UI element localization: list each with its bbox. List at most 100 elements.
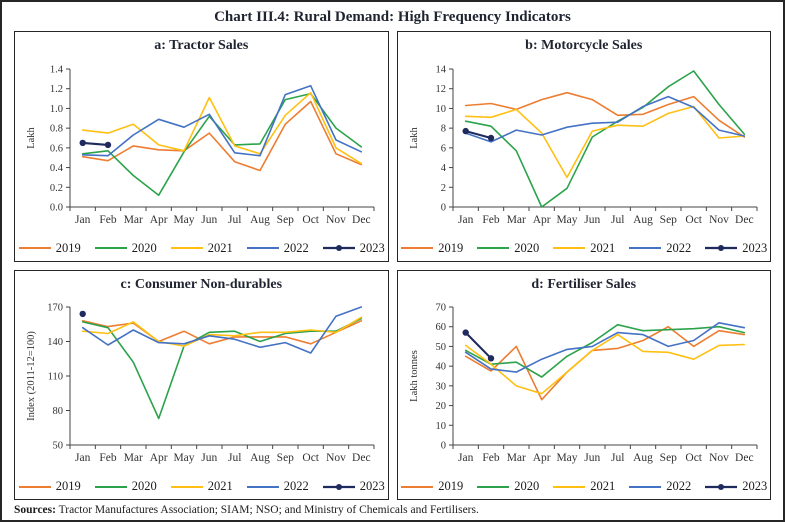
panel-b-motorcycle-sales: b: Motorcycle Sales 0 2 4 6 8 10 12 14 Jan Feb Mar…: [396, 31, 771, 262]
x-tick-label: Sep: [659, 214, 677, 226]
legend-line-swatch: [401, 247, 434, 249]
legend-item-2021: 2021: [552, 479, 615, 494]
legend-line-swatch: [401, 485, 434, 488]
legend-line-swatch: [705, 483, 738, 490]
x-tick-label: Jul: [228, 214, 241, 226]
y-tick-label: 20: [435, 401, 446, 412]
x-tick-label: Feb: [482, 452, 500, 464]
y-tick-label: 10: [435, 421, 446, 432]
series-2023-line: [81, 141, 110, 146]
y-tick-label: 110: [48, 372, 63, 383]
series-2023-point: [462, 329, 469, 337]
series-2022-line: [82, 306, 363, 355]
series-2019-line: [82, 100, 363, 172]
y-tick-label: 30: [435, 382, 446, 393]
x-tick-label: Jan: [75, 452, 91, 464]
legend-line-swatch: [705, 245, 738, 251]
legend-label: 2022: [666, 479, 692, 493]
y-tick-label: 0.4: [50, 163, 64, 174]
x-tick-label: Mar: [124, 214, 143, 226]
legend-item-2022: 2022: [246, 241, 309, 256]
legend-item-2019: 2019: [18, 479, 81, 494]
x-tick-label: Sep: [277, 452, 295, 464]
series-2022-line: [464, 322, 745, 374]
legend-line-swatch: [477, 485, 510, 488]
series-2021-line: [464, 334, 745, 395]
x-tick-label: Nov: [709, 452, 729, 464]
y-tick-label: 12: [435, 84, 446, 95]
x-tick-label: Apr: [150, 214, 168, 226]
y-tick-label: 170: [48, 303, 64, 314]
legend-line-swatch: [170, 247, 203, 249]
x-tick-label: Jul: [611, 214, 624, 226]
series-2019-line: [464, 91, 745, 138]
x-tick-label: Jul: [611, 452, 624, 464]
panels-grid: a: Tractor Sales 0.0 0.2 0.4 0.6 0.8 1.0 1.2 1.…: [14, 31, 771, 500]
legend-item-2019: 2019: [400, 241, 463, 256]
x-tick-label: Aug: [633, 214, 653, 226]
x-tick-label: Jun: [202, 214, 218, 226]
series-2023-point: [79, 310, 87, 318]
y-tick-label: 2: [441, 183, 446, 194]
y-tick-label: 0.2: [50, 183, 63, 194]
legend-label: 2019: [438, 479, 464, 493]
x-tick-label: Sep: [659, 452, 677, 464]
legend-line-swatch: [18, 485, 51, 488]
series-2021-line: [82, 91, 363, 165]
x-tick-label: Feb: [482, 214, 500, 226]
legend-line-swatch: [629, 485, 662, 488]
fertiliser-sales-line-chart: 0 10 20 30 40 50 60 70 Jan Feb Mar Apr May Jun Jul Aug S…: [409, 303, 758, 464]
y-tick-label: 0.8: [50, 123, 63, 134]
x-tick-label: Oct: [685, 214, 702, 226]
x-tick-label: May: [556, 214, 577, 226]
panel-b-legend: 2019 2020 2021 2022 2023: [400, 240, 767, 259]
legend-line-swatch: [18, 247, 51, 249]
legend-item-2023: 2023: [704, 241, 767, 256]
x-tick-label: Oct: [685, 452, 702, 464]
y-tick-label: 0.0: [50, 202, 63, 213]
series-2023-point: [79, 139, 87, 146]
y-tick-label: 0.6: [50, 143, 63, 154]
y-tick-label: 50: [53, 441, 64, 452]
legend-label: 2020: [131, 240, 157, 255]
y-tick-label: 50: [435, 342, 446, 353]
panel-a-legend: 2019 2020 2021 2022 2023: [18, 240, 385, 259]
legend-item-2019: 2019: [18, 241, 81, 256]
sources-text: Tractor Manufactures Association; SIAM; …: [55, 504, 479, 516]
legend-line-swatch: [553, 485, 586, 488]
legend-item-2020: 2020: [94, 479, 157, 494]
x-tick-label: Aug: [633, 452, 653, 464]
legend-line-swatch: [246, 485, 279, 488]
y-tick-label: 0: [441, 202, 446, 213]
series-2023-line: [464, 129, 492, 139]
x-tick-label: Mar: [124, 452, 143, 464]
legend-line-swatch: [170, 485, 203, 488]
legend-item-2020: 2020: [476, 479, 539, 494]
panel-c-legend: 2019 2020 2021 2022 2023: [18, 478, 385, 497]
legend-label: 2022: [666, 240, 692, 255]
legend-line-swatch: [553, 247, 586, 249]
x-tick-label: Nov: [326, 452, 346, 464]
panel-a-title: a: Tractor Sales: [154, 38, 249, 53]
series-2023-line: [464, 331, 492, 360]
panel-d-title: d: Fertiliser Sales: [531, 276, 637, 292]
x-tick-label: Nov: [326, 214, 346, 226]
series-2023-point: [105, 141, 112, 148]
x-tick-label: May: [556, 452, 577, 464]
legend-label: 2020: [131, 479, 157, 493]
legend-label: 2021: [207, 479, 233, 493]
legend-label: 2021: [590, 479, 616, 493]
x-tick-label: Apr: [533, 214, 551, 226]
x-tick-label: Oct: [303, 452, 320, 464]
series-2022-line: [82, 84, 363, 157]
x-tick-label: Mar: [506, 214, 525, 226]
x-tick-label: Dec: [735, 214, 754, 226]
legend-line-swatch: [94, 485, 127, 488]
y-axis-title: Index (2011-12=100): [26, 331, 37, 421]
series-2023-point: [462, 127, 469, 135]
legend-label: 2019: [438, 240, 464, 255]
y-tick-label: 14: [435, 64, 446, 75]
x-tick-label: Mar: [506, 452, 525, 464]
series-2020-line: [82, 317, 363, 420]
